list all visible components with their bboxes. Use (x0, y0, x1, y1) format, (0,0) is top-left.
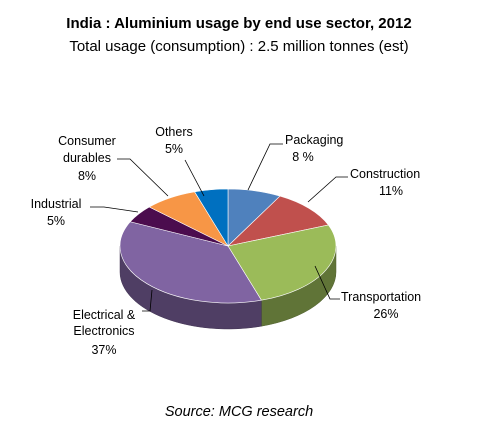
data-label-value-transportation: 26% (373, 307, 398, 321)
data-label-name-transportation: Transportation (341, 290, 421, 304)
leader-line-electrical-electronics (142, 289, 153, 312)
chart-subtitle: Total usage (consumption) : 2.5 million … (69, 38, 409, 55)
leader-line-construction (307, 176, 348, 203)
chart-source: Source: MCG research (164, 404, 314, 420)
slice-construction (227, 195, 329, 247)
leader-line-others (184, 159, 205, 197)
leader-line-packaging (247, 143, 283, 191)
leader-line-transportation (314, 265, 340, 300)
pie-leaders (90, 143, 348, 312)
slice-transportation (227, 224, 337, 301)
data-label-name-packaging: Packaging (285, 133, 343, 147)
data-label-name-others: Others (155, 125, 193, 139)
leader-line-consumer-durables (117, 158, 169, 197)
data-label-value-construction: 11% (379, 184, 403, 198)
data-label-value-electrical-electronics: 37% (91, 343, 116, 357)
data-label-name-electrical-electronics: Electronics (73, 324, 134, 338)
data-label-name-electrical-electronics: Electrical & (73, 308, 136, 322)
chart-title: India : Aluminium usage by end use secto… (66, 15, 412, 32)
data-label-name-industrial: Industrial (31, 197, 82, 211)
leader-line-industrial (90, 206, 139, 213)
data-label-value-industrial: 5% (47, 214, 65, 228)
data-label-value-others: 5% (165, 142, 183, 156)
pie-labels: Packaging 8 % Construction 11% Transportatio… (31, 125, 422, 357)
data-label-name-consumer-durables: durables (63, 151, 111, 165)
data-label-value-packaging: 8 % (292, 150, 314, 164)
slice-others (194, 188, 229, 248)
data-label-name-construction: Construction (350, 167, 420, 181)
pie-tops (119, 188, 337, 304)
data-label-value-consumer-durables: 8% (78, 169, 96, 183)
slice-electrical-electronics (119, 221, 262, 304)
data-label-name-consumer-durables: Consumer (58, 134, 116, 148)
